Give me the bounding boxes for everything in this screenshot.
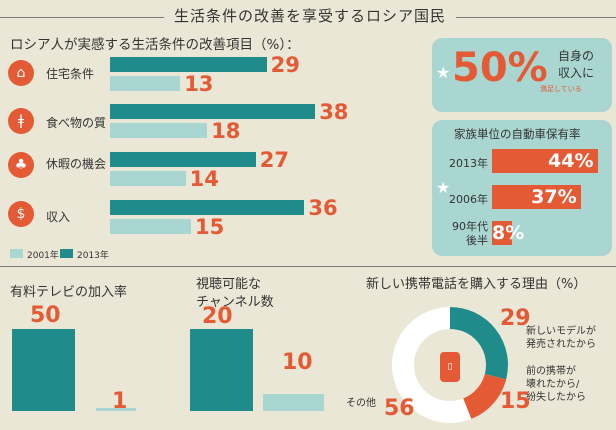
paytv-value-1: 50 <box>30 303 61 328</box>
car-bar-2006 <box>492 185 582 209</box>
page-title: 生活条件の改善を享受するロシア国民 <box>173 7 446 25</box>
income-panel <box>432 38 612 112</box>
channels-bar-2 <box>263 393 324 411</box>
phone-icon: ▯ <box>440 352 460 382</box>
star-icon: ★ <box>436 178 451 197</box>
pie-label-other: その他 <box>346 398 376 409</box>
bar-2013-food <box>110 104 316 119</box>
car-panel-title: 家族単位の自動車保有率 <box>454 127 581 141</box>
income-line2: 収入に <box>558 66 595 80</box>
channels-title-line1: 視聴可能な <box>196 277 262 292</box>
value-label-2001-food: 18 <box>211 119 241 143</box>
pie-value-new-model: 29 <box>500 306 531 331</box>
car-value-2013: 44% <box>548 150 594 172</box>
paytv-title: 有料テレビの加入率 <box>10 285 128 300</box>
legend-swatch-2001 <box>10 249 23 258</box>
dollar-icon: $ <box>8 201 34 227</box>
car-row-label-2013: 2013年 <box>449 157 488 170</box>
channels-bar-1 <box>190 329 253 411</box>
bar-2001-vacation <box>110 171 186 186</box>
pie-label-broken-2: 壊れたから/ <box>526 379 580 390</box>
legend-label-2001: 2001年 <box>27 251 59 261</box>
channels-value-2: 10 <box>282 350 313 375</box>
car-bar-90s <box>492 221 512 245</box>
category-label: 食べ物の質 <box>46 116 107 130</box>
star-icon: ★ <box>436 63 451 82</box>
bar-2013-housing <box>110 57 267 72</box>
car-value-2006: 37% <box>531 186 577 208</box>
fork-knife-icon: ǂ <box>8 108 34 134</box>
pie-label-broken-3: 紛失したから <box>526 392 586 403</box>
paytv-bar-1 <box>12 329 75 411</box>
pie-label-new-model-1: 新しいモデルが <box>526 326 596 337</box>
bar-2013-income <box>110 200 305 215</box>
car-row-label-2006: 2006年 <box>449 193 488 206</box>
value-label-2013-housing: 29 <box>270 53 300 77</box>
income-line1: 自身の <box>558 49 595 63</box>
bar-2013-vacation <box>110 152 256 167</box>
category-label: 住宅条件 <box>46 67 95 81</box>
car-row-label-90s-line2: 後半 <box>466 234 488 247</box>
legend-label-2013: 2013年 <box>77 251 109 261</box>
house-icon: ⌂ <box>8 60 34 86</box>
palm-tree-icon: ♣ <box>8 152 34 178</box>
pie-label-broken-1: 前の携帯が <box>526 366 576 377</box>
pie-label-new-model-2: 発売されたから <box>526 339 596 350</box>
income-percent: 50% <box>452 45 548 91</box>
category-label: 収入 <box>46 210 71 224</box>
chart-subtitle: ロシア人が実感する生活条件の改善項目（%）： <box>10 37 300 53</box>
value-label-2013-food: 38 <box>319 100 349 124</box>
value-label-2013-vacation: 27 <box>259 148 290 172</box>
category-label: 休暇の機会 <box>46 157 107 171</box>
donut-segment-new-model <box>449 307 508 380</box>
value-label-2001-housing: 13 <box>184 72 214 96</box>
bar-2001-housing <box>110 76 181 91</box>
pie-value-other: 56 <box>384 396 415 421</box>
donut-segment-broken-lost <box>462 373 507 419</box>
paytv-bar-2 <box>96 408 136 411</box>
phone-reasons-title: 新しい携帯電話を購入する理由（%） <box>366 277 587 292</box>
value-label-2001-vacation: 14 <box>189 167 219 191</box>
bar-2001-food <box>110 123 208 138</box>
title-line-right <box>456 17 616 18</box>
pie-value-broken: 15 <box>500 389 531 414</box>
income-line3: 満足している <box>540 85 582 93</box>
channels-title-line2: チャンネル数 <box>196 295 274 310</box>
title-line-left <box>0 17 164 18</box>
car-value-90s: 8% <box>492 222 525 244</box>
paytv-value-2: 1 <box>112 389 128 414</box>
section-divider <box>0 266 616 267</box>
legend-swatch-2013 <box>60 249 73 258</box>
value-label-2001-income: 15 <box>195 215 225 239</box>
car-row-label-90s-line1: 90年代 <box>452 220 488 233</box>
channels-value-1: 20 <box>202 304 233 329</box>
value-label-2013-income: 36 <box>308 196 338 220</box>
bar-2001-income <box>110 219 191 234</box>
car-bar-2013 <box>492 149 598 173</box>
